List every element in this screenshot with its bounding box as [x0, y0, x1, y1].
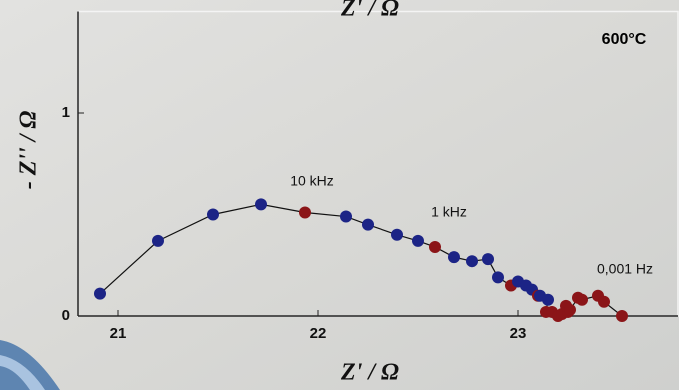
y-tick-label: 1 — [62, 104, 70, 121]
x-tick-label: 23 — [510, 325, 527, 342]
x-tick-label: 21 — [110, 325, 127, 342]
point — [466, 255, 478, 267]
annotation: 10 kHz — [290, 173, 334, 189]
chart: 21 22 23 0 1 Z' / Ω Z' / Ω - Z'' / Ω 600°C 1… — [0, 0, 679, 390]
annotation: 0,001 Hz — [597, 261, 653, 277]
page: 21 22 23 0 1 Z' / Ω Z' / Ω - Z'' / Ω 600°C 1… — [0, 0, 679, 390]
x-tick-label: 22 — [310, 325, 327, 342]
point — [255, 198, 267, 210]
temperature-label: 600°C — [602, 31, 647, 48]
background — [0, 0, 679, 390]
point — [576, 294, 588, 306]
point — [429, 241, 441, 253]
point — [340, 211, 352, 223]
title: Z' / Ω — [340, 0, 399, 22]
point — [448, 251, 460, 263]
point — [94, 288, 106, 300]
point — [152, 235, 164, 247]
point — [492, 271, 504, 283]
x-axis-label: Z' / Ω — [340, 360, 399, 386]
point — [482, 253, 494, 265]
point — [362, 219, 374, 231]
point — [542, 294, 554, 306]
point — [598, 296, 610, 308]
point — [391, 229, 403, 241]
y-axis-label: - Z'' / Ω — [16, 111, 42, 190]
annotation: 1 kHz — [431, 204, 467, 220]
y-tick-label: 0 — [62, 307, 70, 324]
point — [299, 206, 311, 218]
point — [412, 235, 424, 247]
point — [564, 304, 576, 316]
point — [616, 310, 628, 322]
point — [207, 209, 219, 221]
